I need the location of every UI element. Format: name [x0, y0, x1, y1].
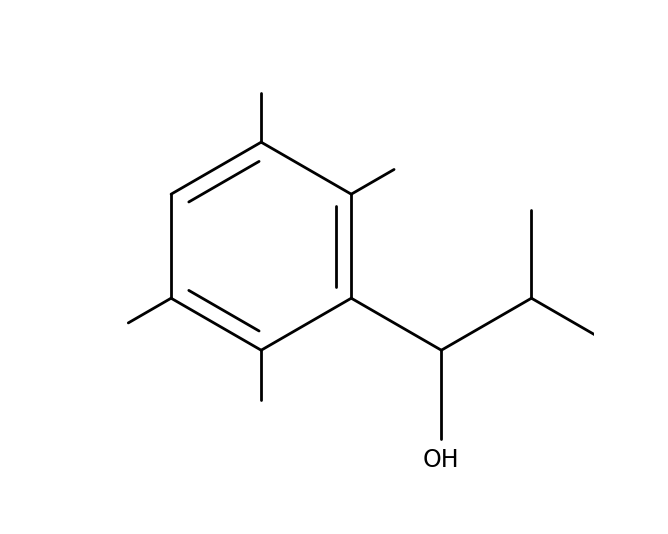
Text: OH: OH — [423, 448, 460, 472]
